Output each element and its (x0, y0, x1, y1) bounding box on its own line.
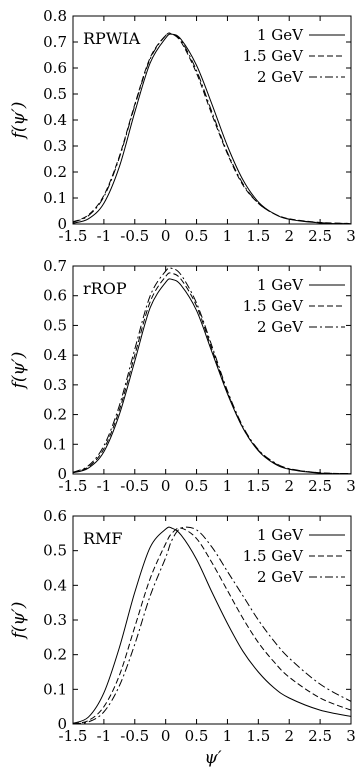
x-tick-label: 1.5 (246, 727, 270, 745)
y-tick-label: 0.1 (43, 435, 67, 453)
x-tick-label: 0.5 (185, 227, 209, 245)
y-tick-label: 0.3 (43, 611, 67, 629)
x-tick-label: 3 (346, 727, 356, 745)
x-axis-label: ψ′ (204, 748, 221, 768)
panel-label: rROP (83, 279, 127, 298)
y-tick-label: 0.2 (43, 163, 67, 181)
x-tick-label: -1 (97, 727, 112, 745)
panel-label: RPWIA (83, 29, 141, 48)
y-tick-label: 0.4 (43, 111, 67, 129)
x-tick-label: 2 (284, 227, 294, 245)
x-tick-label: -1 (97, 477, 112, 495)
x-tick-label: -1.5 (59, 727, 88, 745)
x-tick-label: 3 (346, 477, 356, 495)
legend-label: 1.5 GeV (243, 47, 304, 65)
y-tick-label: 0.5 (43, 542, 67, 560)
y-tick-label: 0.2 (43, 646, 67, 664)
series-line-1_5-gev (73, 32, 351, 224)
x-tick-label: 0.5 (185, 477, 209, 495)
series-line-2-gev (73, 267, 351, 474)
y-axis-label: f(ψ′) (9, 352, 29, 391)
y-tick-label: 0.1 (43, 189, 67, 207)
x-tick-label: 1 (223, 727, 233, 745)
x-tick-label: 0.5 (185, 727, 209, 745)
series-line-1-gev (73, 278, 351, 474)
panel-rrop: -1.5 -1 -0.5 0 0.5 1 1.5 2 2.5 3 0 0.1 0.2 0.3 0.4 0.5 0… (9, 257, 356, 495)
y-tick-label: 0.7 (43, 257, 67, 275)
y-tick-label: 0.6 (43, 59, 67, 77)
panel-label: RMF (83, 529, 123, 548)
x-tick-label: 3 (346, 227, 356, 245)
y-tick-label: 0.7 (43, 33, 67, 51)
series-line-1_5-gev (73, 527, 351, 724)
y-tick-label: 0.4 (43, 346, 67, 364)
y-tick-label: 0 (57, 215, 67, 233)
y-tick-label: 0.2 (43, 406, 67, 424)
x-tick-label: 2 (284, 727, 294, 745)
x-tick-label: 2.5 (308, 477, 332, 495)
legend-label: 2 GeV (257, 568, 304, 586)
y-axis-label: f(ψ′) (9, 102, 29, 141)
x-tick-label: 2.5 (308, 727, 332, 745)
legend-label: 1.5 GeV (243, 297, 304, 315)
legend-label: 1 GeV (257, 26, 304, 44)
x-tick-label: -0.5 (120, 227, 149, 245)
series-line-2-gev (73, 526, 351, 724)
x-tick-label: -1.5 (59, 227, 88, 245)
y-axis-label: f(ψ′) (9, 602, 29, 641)
y-tick-label: 0.5 (43, 316, 67, 334)
x-tick-label: -1.5 (59, 477, 88, 495)
legend-label: 2 GeV (257, 68, 304, 86)
y-tick-label: 0.8 (43, 7, 67, 25)
x-tick-label: -0.5 (120, 727, 149, 745)
legend-label: 1 GeV (257, 276, 304, 294)
x-tick-label: 0 (161, 727, 171, 745)
legend-label: 1.5 GeV (243, 547, 304, 565)
x-tick-label: 1 (223, 477, 233, 495)
y-tick-label: 0.3 (43, 137, 67, 155)
legend-label: 2 GeV (257, 318, 304, 336)
y-tick-label: 0.6 (43, 507, 67, 525)
panel-rpwia: -1.5 -1 -0.5 0 0.5 1 1.5 2 2.5 3 0 0.1 0.2 0.3 0.4 0.5 0… (9, 7, 356, 245)
series-line-1-gev (73, 526, 351, 724)
x-tick-label: 2 (284, 477, 294, 495)
x-tick-label: -1 (97, 227, 112, 245)
x-tick-label: 0 (161, 477, 171, 495)
y-tick-label: 0.5 (43, 85, 67, 103)
x-tick-label: -0.5 (120, 477, 149, 495)
plot-frame (72, 265, 352, 475)
series-line-1_5-gev (73, 272, 351, 474)
legend-label: 1 GeV (257, 526, 304, 544)
y-tick-label: 0 (57, 715, 67, 733)
y-tick-label: 0.1 (43, 680, 67, 698)
panel-rmf: -1.5 -1 -0.5 0 0.5 1 1.5 2 2.5 3 0 0.1 0.2 0.3 0.4 0.5 0… (9, 507, 356, 745)
x-tick-label: 0 (161, 227, 171, 245)
y-tick-label: 0.4 (43, 576, 67, 594)
x-tick-label: 2.5 (308, 227, 332, 245)
y-tick-label: 0.3 (43, 376, 67, 394)
series-line-2-gev (73, 32, 351, 224)
series-line-1-gev (73, 33, 351, 224)
y-tick-label: 0 (57, 465, 67, 483)
x-tick-label: 1.5 (246, 477, 270, 495)
x-tick-label: 1 (223, 227, 233, 245)
y-tick-label: 0.6 (43, 287, 67, 305)
x-tick-label: 1.5 (246, 227, 270, 245)
